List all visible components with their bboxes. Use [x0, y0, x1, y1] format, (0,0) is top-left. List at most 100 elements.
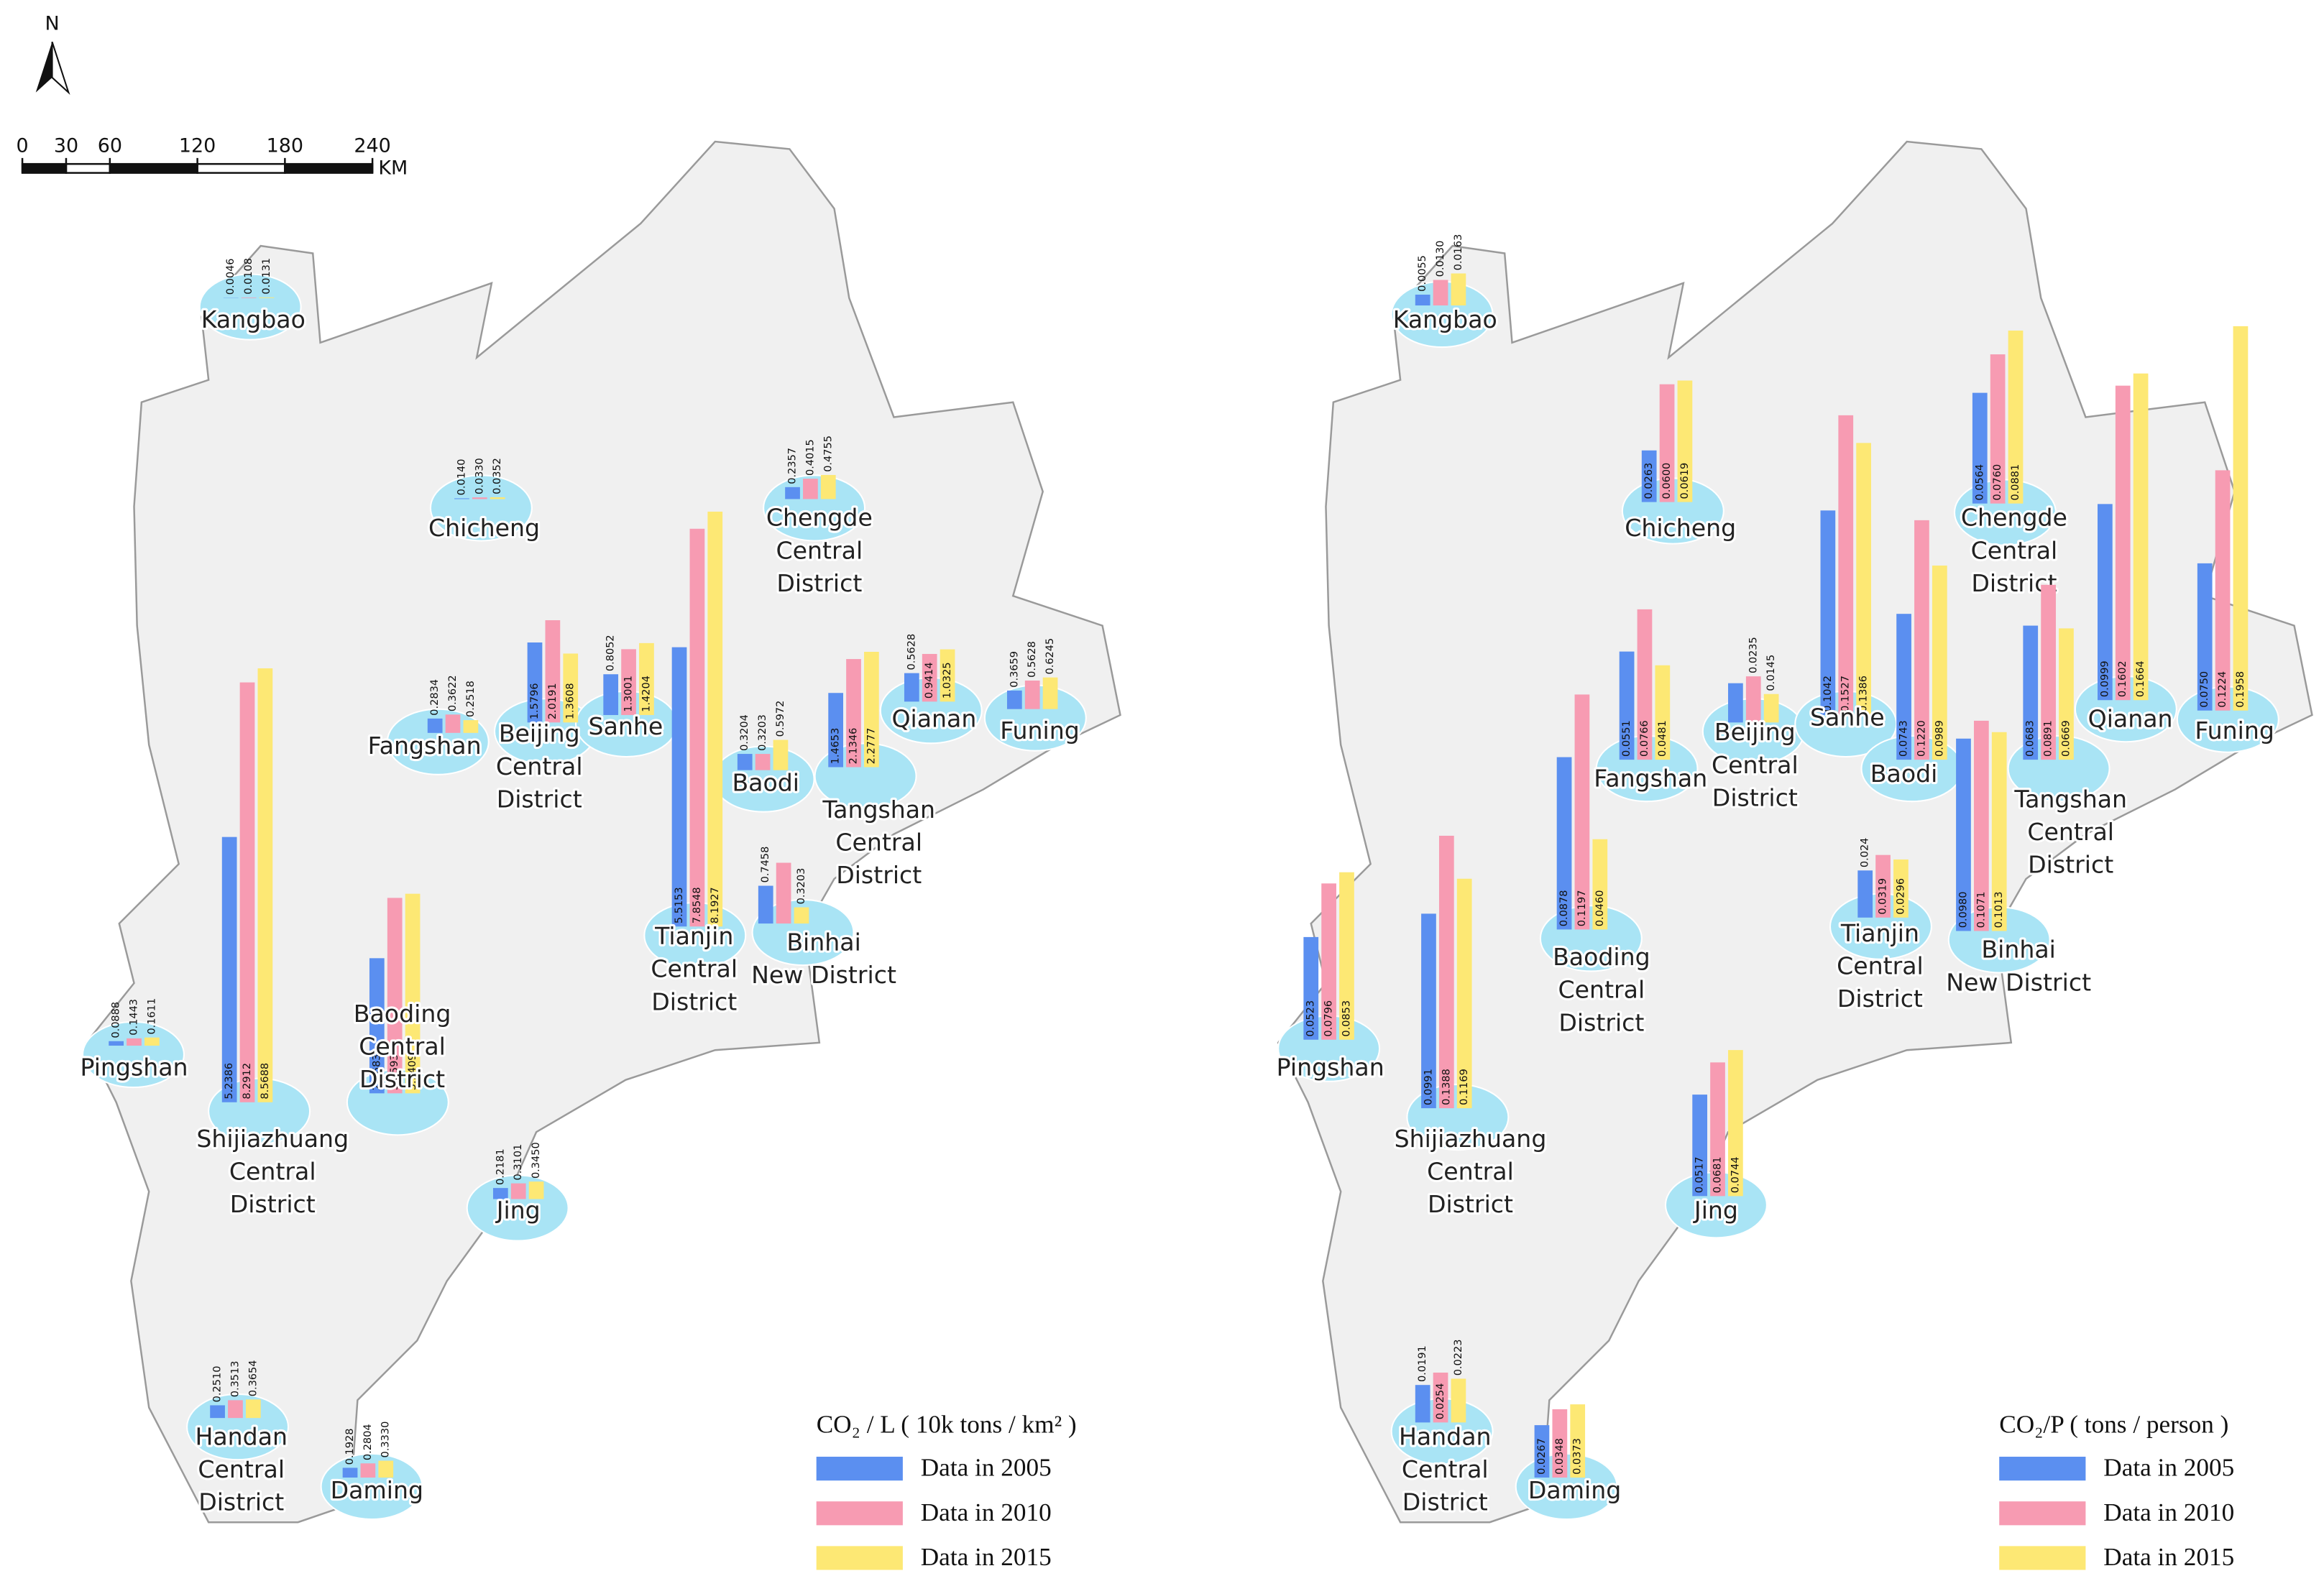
scale-label: 60 [98, 135, 122, 157]
bar [545, 620, 561, 723]
region-name: Fangshan [368, 732, 482, 760]
region-name: District [1712, 783, 1798, 811]
bar [773, 739, 789, 770]
region-name: Sanhe [1810, 703, 1885, 731]
value-label: 0.0235 [1747, 637, 1759, 673]
bar [1415, 1385, 1430, 1423]
value-label: 0.0460 [1594, 890, 1606, 926]
value-label: 0.4015 [804, 439, 816, 476]
value-label: 0.1388 [1441, 1069, 1452, 1105]
value-label: 1.4204 [640, 676, 652, 712]
region-name: District [651, 987, 737, 1015]
value-label: 0.0991 [1423, 1069, 1434, 1105]
value-label: 0.3622 [447, 675, 459, 711]
region-name: Baoding [354, 1000, 451, 1028]
bar [1570, 1404, 1586, 1478]
region-area [198, 273, 302, 341]
value-label: 0.0163 [1453, 234, 1464, 271]
region-name: Central [359, 1032, 446, 1060]
value-label: 0.3203 [796, 868, 807, 905]
value-label: 0.0766 [1639, 720, 1650, 757]
value-label: 0.0055 [1417, 255, 1428, 292]
bar [707, 511, 723, 927]
value-label: 0.1071 [1975, 892, 1987, 928]
legend-swatch [816, 1501, 903, 1526]
bar [2041, 584, 2056, 760]
value-label: 0.0551 [1621, 720, 1632, 757]
bar [776, 862, 791, 924]
bar [1932, 565, 1947, 760]
bar [1339, 872, 1354, 1040]
region-name: District [1428, 1190, 1513, 1218]
region-name: Chengde [1961, 504, 2067, 532]
scale-label: 30 [54, 135, 78, 157]
region-name: Baodi [732, 769, 799, 797]
value-label: 0.0989 [1934, 720, 1945, 757]
value-label: 0.0891 [2043, 720, 2054, 757]
value-label: 0.0140 [456, 459, 467, 496]
region-name: Handan [1399, 1422, 1492, 1450]
value-label: 0.0223 [1453, 1340, 1464, 1376]
value-label: 0.0263 [1643, 463, 1655, 499]
region-name: New District [751, 961, 896, 989]
bar [454, 498, 469, 499]
value-label: 8.2912 [242, 1063, 253, 1100]
bar [1838, 415, 1854, 715]
bar [245, 1399, 261, 1419]
legend-label: Data in 2010 [2103, 1498, 2234, 1526]
bar [492, 1188, 508, 1199]
region-area [429, 474, 533, 542]
bar [1451, 1378, 1466, 1423]
bar [1556, 757, 1572, 930]
bar [510, 1183, 526, 1199]
value-label: 0.3513 [229, 1360, 241, 1397]
scale-segment [284, 162, 374, 174]
bar [671, 647, 687, 927]
value-label: 2.1346 [848, 728, 860, 765]
value-label: 0.2834 [429, 679, 441, 716]
region-name: Chicheng [1625, 514, 1736, 542]
value-label: 0.0743 [1898, 720, 1910, 757]
value-label: 0.0267 [1536, 1438, 1548, 1475]
scale-segment [196, 162, 286, 174]
value-label: 8.1927 [709, 887, 721, 923]
map-panel: 0.0055 0.0130 0.0163 Kangbao 0.0263 0.0600 0.0… [1274, 140, 2313, 1571]
bar [1641, 450, 1657, 502]
bar [1456, 878, 1472, 1109]
bar [1710, 1062, 1725, 1197]
value-label: 0.2181 [495, 1148, 506, 1185]
value-label: 0.3659 [1009, 651, 1020, 688]
province-outline [1277, 140, 2313, 1524]
bar [527, 642, 543, 723]
value-label: 0.1013 [1993, 892, 2005, 928]
legend-swatch [1999, 1546, 2086, 1570]
value-label: 0.1197 [1576, 890, 1588, 926]
bar [737, 754, 753, 770]
bar [758, 885, 773, 924]
value-label: 0.9414 [924, 662, 935, 699]
region-name: Sanhe [589, 712, 663, 740]
value-label: 5.5153 [674, 887, 685, 923]
region-name: Daming [1528, 1476, 1621, 1504]
bar [210, 1405, 225, 1419]
value-label: 0.0108 [243, 258, 254, 295]
bar [1763, 693, 1779, 723]
value-label: 0.1224 [2217, 671, 2228, 708]
value-label: 0.1928 [344, 1429, 356, 1465]
bar [109, 1041, 124, 1046]
bar [1433, 280, 1448, 306]
north-label: N [45, 13, 59, 35]
legend-label: Data in 2015 [921, 1543, 1052, 1571]
bar [603, 674, 619, 715]
value-label: 0.0481 [1657, 720, 1668, 757]
bar [1619, 651, 1635, 760]
region-name: Binhai [786, 928, 860, 956]
bar [639, 642, 654, 715]
bar [427, 718, 443, 733]
value-label: 2.2777 [865, 728, 877, 765]
region-name: Pingshan [80, 1053, 188, 1081]
value-label: 0.0999 [2099, 660, 2111, 697]
value-label: 0.0619 [1679, 463, 1691, 499]
region-name: Tianjin [654, 922, 733, 950]
